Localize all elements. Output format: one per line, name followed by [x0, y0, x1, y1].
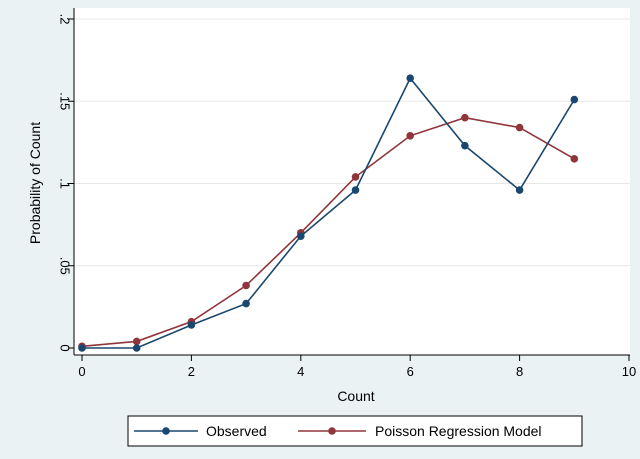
series-0-point-8: [515, 186, 524, 194]
y-tick-label-4: .2: [58, 14, 73, 25]
x-tick-label-1: 2: [188, 364, 195, 379]
grid-lines: [74, 18, 630, 267]
legend-label-0: Observed: [206, 423, 267, 439]
x-tick-label-0: 0: [78, 364, 85, 379]
legend-marker-0: [162, 427, 170, 435]
series-1-point-1: [132, 337, 141, 346]
series-1-point-7: [461, 113, 469, 122]
x-tick-label-2: 4: [297, 364, 304, 379]
series-line-1: [81, 116, 575, 348]
axes: 0 .05 .1 .15 .2 0 2 4 6 8 10: [58, 8, 636, 379]
x-tick-label-5: 10: [622, 364, 636, 379]
series-0-point-9: [570, 95, 579, 104]
series-1-point-3: [242, 281, 250, 290]
series-layer: [78, 74, 579, 352]
y-tick-label-1: .05: [58, 257, 73, 275]
series-0-point-3: [242, 299, 250, 308]
series-0-point-0: [78, 344, 86, 352]
legend-label-1: Poisson Regression Model: [375, 423, 542, 439]
series-0-point-1: [132, 344, 141, 352]
x-tick-label-3: 6: [407, 364, 414, 379]
y-tick-label-3: .15: [58, 92, 73, 110]
series-0-point-4: [297, 232, 305, 240]
series-1-point-6: [406, 131, 415, 140]
series-line-0: [82, 76, 575, 349]
legend-marker-1: [328, 427, 336, 435]
x-tick-label-4: 8: [516, 364, 523, 379]
series-1-point-9: [570, 155, 579, 163]
y-tick-label-2: .1: [58, 178, 73, 189]
y-axis-label: Probability of Count: [27, 122, 43, 244]
x-axis-label: Count: [337, 388, 374, 404]
series-1-point-5: [351, 173, 360, 181]
legend: Observed Poisson Regression Model: [127, 415, 583, 447]
series-1-point-8: [515, 123, 524, 132]
series-0-point-7: [461, 141, 469, 150]
series-0-point-6: [406, 74, 415, 83]
series-0-point-5: [351, 186, 360, 194]
y-tick-label-0: 0: [58, 344, 73, 351]
series-0-point-2: [187, 321, 196, 329]
